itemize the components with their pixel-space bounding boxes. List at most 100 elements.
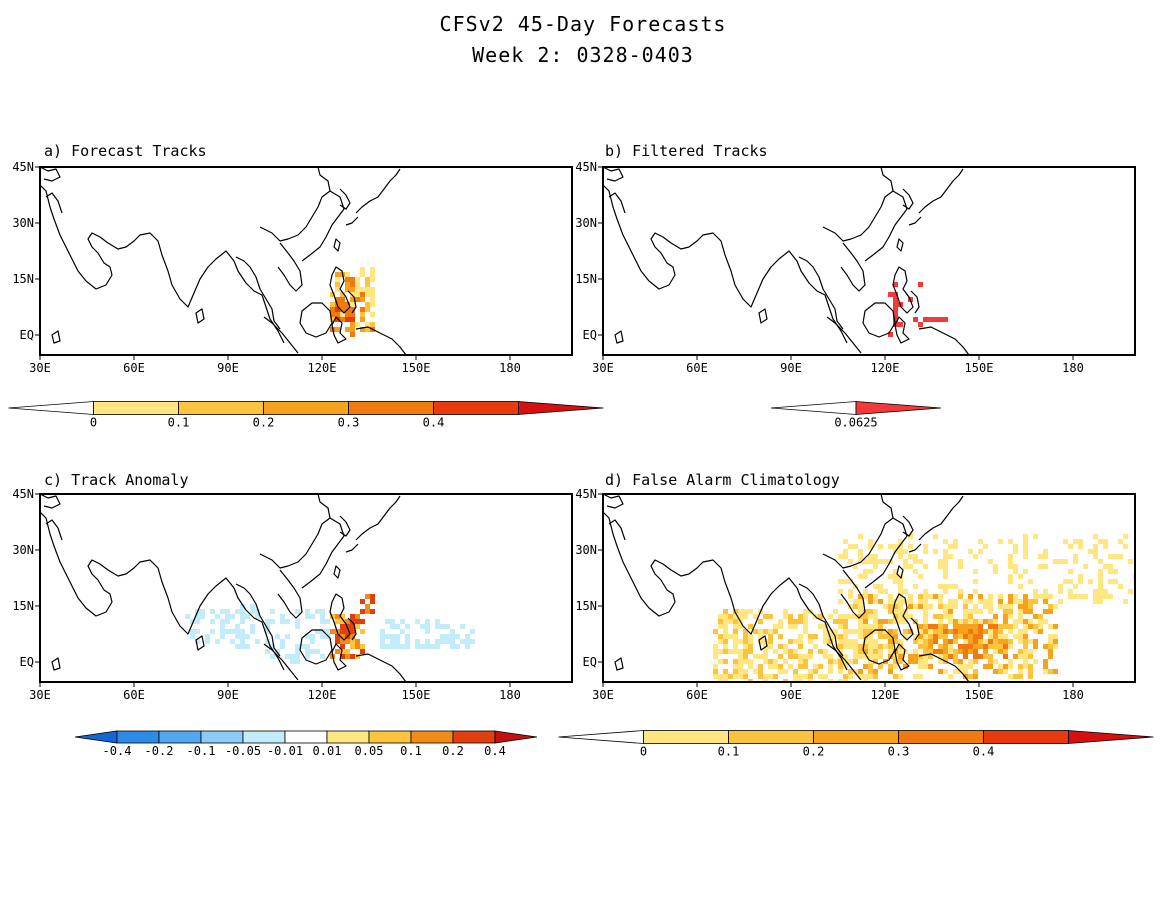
density-cell: [365, 307, 370, 312]
density-cell: [723, 619, 728, 624]
density-cell: [1113, 554, 1118, 559]
density-cell: [360, 292, 365, 297]
density-cell: [838, 619, 843, 624]
density-cell: [763, 654, 768, 659]
density-cell: [713, 664, 718, 669]
density-cell: [405, 644, 410, 649]
density-cell: [773, 664, 778, 669]
density-cell: [973, 624, 978, 629]
density-cell: [425, 629, 430, 634]
density-cell: [923, 634, 928, 639]
density-cell: [340, 614, 345, 619]
density-cell: [783, 609, 788, 614]
density-cell: [1018, 674, 1023, 679]
density-cell: [953, 669, 958, 674]
density-cell: [823, 629, 828, 634]
density-cell: [938, 604, 943, 609]
density-cell: [1093, 534, 1098, 539]
density-cell: [918, 599, 923, 604]
density-cell: [938, 317, 943, 322]
density-cell: [843, 539, 848, 544]
density-cell: [320, 634, 325, 639]
density-cell: [858, 634, 863, 639]
density-cell: [1088, 549, 1093, 554]
density-cell: [733, 644, 738, 649]
density-cell: [733, 619, 738, 624]
lon-tick-label: 180: [1062, 361, 1084, 375]
density-cell: [1023, 609, 1028, 614]
density-cell: [943, 629, 948, 634]
panel-c-coastline: [40, 494, 407, 682]
colorbar-label: 0.3: [888, 745, 910, 759]
density-cell: [1078, 594, 1083, 599]
density-cell: [923, 609, 928, 614]
density-cell: [1088, 579, 1093, 584]
density-cell: [928, 594, 933, 599]
density-cell: [898, 584, 903, 589]
density-cell: [923, 649, 928, 654]
density-cell: [858, 624, 863, 629]
density-cell: [360, 599, 365, 604]
density-cell: [858, 619, 863, 624]
density-cell: [958, 589, 963, 594]
density-cell: [285, 634, 290, 639]
density-cell: [873, 629, 878, 634]
density-cell: [1018, 664, 1023, 669]
panel-b-map: 45N 30N 15N EQ 30E 60E 90E 120E 150E 180: [575, 160, 1136, 375]
density-cell: [968, 549, 973, 554]
density-cell: [913, 317, 918, 322]
density-cell: [355, 654, 360, 659]
density-cell: [1093, 594, 1098, 599]
lon-tick-label: 90E: [217, 361, 239, 375]
density-cell: [923, 614, 928, 619]
density-cell: [240, 614, 245, 619]
density-cell: [943, 559, 948, 564]
density-cell: [893, 659, 898, 664]
density-cell: [1023, 549, 1028, 554]
density-cell: [943, 317, 948, 322]
density-cell: [793, 619, 798, 624]
density-cell: [778, 654, 783, 659]
density-cell: [948, 584, 953, 589]
density-cell: [340, 624, 345, 629]
density-cell: [923, 659, 928, 664]
density-cell: [868, 559, 873, 564]
density-cell: [903, 629, 908, 634]
density-cell: [778, 664, 783, 669]
density-cell: [958, 649, 963, 654]
density-cell: [1113, 569, 1118, 574]
density-cell: [743, 609, 748, 614]
density-cell: [195, 629, 200, 634]
density-cell: [360, 629, 365, 634]
density-cell: [993, 624, 998, 629]
density-cell: [420, 644, 425, 649]
colorbar-box: [200, 730, 244, 744]
density-cell: [953, 639, 958, 644]
density-cell: [868, 539, 873, 544]
density-cell: [798, 664, 803, 669]
density-cell: [913, 619, 918, 624]
density-cell: [335, 287, 340, 292]
density-cell: [978, 644, 983, 649]
colorbar-box: [242, 730, 286, 744]
density-cell: [993, 614, 998, 619]
density-cell: [893, 317, 898, 322]
density-cell: [943, 604, 948, 609]
density-cell: [1018, 609, 1023, 614]
density-cell: [958, 559, 963, 564]
density-cell: [370, 267, 375, 272]
density-cell: [858, 534, 863, 539]
density-cell: [978, 624, 983, 629]
density-cell: [808, 634, 813, 639]
density-cell: [748, 649, 753, 654]
density-cell: [918, 664, 923, 669]
density-cell: [355, 282, 360, 287]
density-cell: [948, 644, 953, 649]
density-cell: [978, 599, 983, 604]
density-cell: [1028, 604, 1033, 609]
density-cell: [370, 312, 375, 317]
panel-d-false-alarm-density: [713, 534, 1135, 682]
density-cell: [345, 282, 350, 287]
panel-a-track-density: [330, 267, 375, 337]
density-cell: [285, 619, 290, 624]
